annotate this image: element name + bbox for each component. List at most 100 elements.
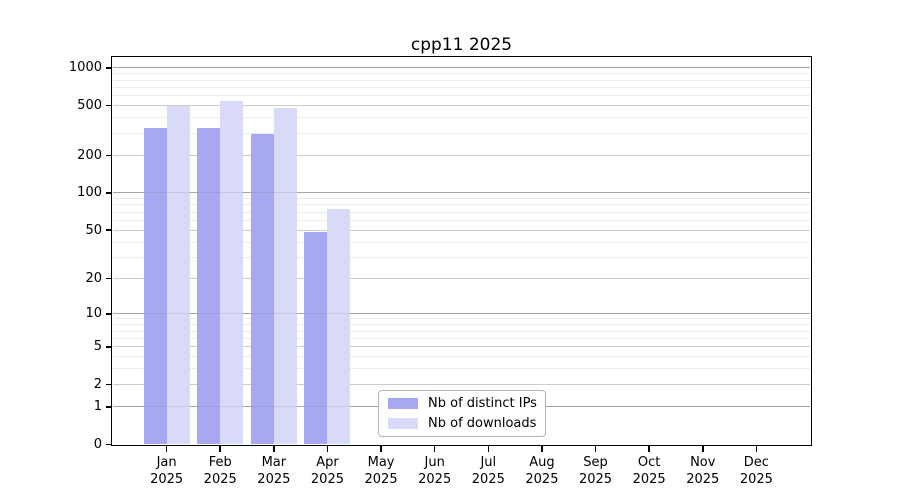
x-tick-month: Aug bbox=[529, 454, 555, 470]
y-tick-mark bbox=[106, 405, 112, 408]
minor-gridline bbox=[113, 211, 810, 213]
minor-gridline bbox=[113, 256, 810, 258]
y-tick-label: 100 bbox=[77, 185, 102, 201]
y-tick-label: 10 bbox=[85, 306, 102, 322]
x-tick-label: Mar 2025 bbox=[242, 454, 306, 488]
x-tick-label: Nov 2025 bbox=[671, 454, 735, 488]
x-tick-year: 2025 bbox=[578, 471, 613, 487]
x-tick-mark bbox=[380, 445, 382, 452]
y-tick-mark bbox=[106, 67, 112, 69]
x-tick-mark bbox=[433, 445, 436, 452]
y-tick-mark bbox=[106, 154, 112, 157]
y-tick-mark bbox=[106, 443, 112, 446]
x-tick-mark bbox=[165, 445, 168, 452]
minor-gridline bbox=[113, 330, 810, 332]
x-tick-year: 2025 bbox=[310, 471, 344, 487]
bar-distinct-ips bbox=[197, 128, 221, 445]
minor-gridline bbox=[113, 86, 810, 88]
x-tick-year: 2025 bbox=[525, 471, 559, 487]
minor-gridline bbox=[113, 337, 810, 339]
x-tick-month: Mar bbox=[261, 454, 287, 470]
bar-downloads bbox=[273, 108, 297, 445]
minor-gridline bbox=[113, 95, 810, 97]
x-tick-month: Jan bbox=[156, 454, 177, 470]
bar-downloads bbox=[327, 209, 351, 445]
x-tick-month: Dec bbox=[743, 454, 769, 470]
minor-gridline bbox=[113, 73, 810, 75]
x-tick-year: 2025 bbox=[632, 471, 666, 487]
x-tick-label: Feb 2025 bbox=[188, 454, 252, 488]
y-tick-label: 1 bbox=[93, 399, 102, 415]
x-tick-label: Aug 2025 bbox=[510, 454, 574, 488]
x-tick-mark bbox=[487, 445, 490, 452]
x-tick-mark bbox=[755, 445, 758, 452]
y-tick-mark bbox=[106, 312, 112, 315]
x-tick-label: Oct 2025 bbox=[617, 454, 681, 488]
bar-downloads bbox=[166, 106, 190, 445]
legend-label-downloads: Nb of downloads bbox=[428, 416, 537, 431]
minor-gridline bbox=[113, 219, 810, 221]
x-tick-month: May bbox=[367, 454, 395, 470]
x-tick-year: 2025 bbox=[257, 471, 291, 487]
minor-gridline bbox=[113, 241, 810, 243]
gridline-overlay bbox=[113, 313, 810, 315]
major-gridline bbox=[113, 105, 810, 107]
y-tick-label: 0 bbox=[93, 437, 102, 452]
major-gridline bbox=[113, 154, 810, 156]
y-tick-label: 200 bbox=[77, 147, 102, 163]
legend-label-distinct-ips: Nb of distinct IPs bbox=[428, 396, 537, 411]
minor-gridline bbox=[113, 132, 810, 134]
x-tick-month: Nov bbox=[690, 454, 716, 470]
distinct-ips-swatch-icon bbox=[388, 398, 418, 409]
y-tick-mark bbox=[106, 277, 112, 280]
y-tick-mark bbox=[106, 192, 112, 194]
downloads-swatch-icon bbox=[388, 418, 418, 429]
x-tick-mark bbox=[701, 445, 704, 452]
minor-gridline bbox=[113, 318, 810, 320]
legend-item-downloads: Nb of downloads bbox=[388, 416, 536, 431]
x-tick-label: Sep 2025 bbox=[564, 454, 628, 488]
x-tick-mark bbox=[648, 445, 650, 452]
y-tick-label: 50 bbox=[85, 222, 102, 238]
y-tick-mark bbox=[106, 346, 112, 348]
x-tick-month: Apr bbox=[316, 454, 339, 470]
minor-gridline bbox=[113, 117, 810, 119]
y-tick-mark bbox=[106, 104, 112, 107]
x-tick-label: Dec 2025 bbox=[724, 454, 788, 488]
bar-distinct-ips bbox=[143, 128, 167, 445]
bar-downloads bbox=[220, 100, 244, 445]
x-tick-label: Jun 2025 bbox=[403, 454, 467, 488]
y-tick-mark bbox=[106, 229, 112, 231]
y-tick-label: 5 bbox=[93, 339, 102, 355]
gridline-overlay bbox=[113, 192, 810, 194]
gridline-overlay bbox=[113, 67, 810, 69]
major-gridline bbox=[113, 384, 810, 386]
y-tick-label: 1000 bbox=[68, 60, 102, 76]
chart-title: cpp11 2025 bbox=[410, 35, 513, 55]
x-tick-year: 2025 bbox=[471, 471, 505, 487]
minor-gridline bbox=[113, 204, 810, 206]
minor-gridline bbox=[113, 368, 810, 370]
x-tick-month: Sep bbox=[583, 454, 608, 470]
x-tick-label: Jul 2025 bbox=[456, 454, 520, 488]
x-tick-year: 2025 bbox=[686, 471, 720, 487]
major-gridline bbox=[113, 192, 810, 194]
y-tick-label: 500 bbox=[77, 98, 102, 114]
major-gridline bbox=[113, 278, 810, 280]
x-tick-mark bbox=[541, 445, 543, 452]
x-tick-mark bbox=[219, 445, 222, 452]
bar-distinct-ips bbox=[250, 134, 274, 445]
major-gridline bbox=[113, 346, 810, 348]
x-tick-year: 2025 bbox=[203, 471, 237, 487]
x-tick-year: 2025 bbox=[364, 471, 398, 487]
x-tick-month: Feb bbox=[208, 454, 232, 470]
x-tick-month: Jul bbox=[480, 454, 497, 470]
major-gridline bbox=[113, 67, 810, 69]
minor-gridline bbox=[113, 198, 810, 200]
minor-gridline bbox=[113, 324, 810, 326]
x-tick-label: Jan 2025 bbox=[135, 454, 199, 488]
legend: Nb of distinct IPs Nb of downloads bbox=[378, 390, 546, 437]
x-tick-label: May 2025 bbox=[349, 454, 413, 488]
x-tick-month: Jun bbox=[424, 454, 445, 470]
